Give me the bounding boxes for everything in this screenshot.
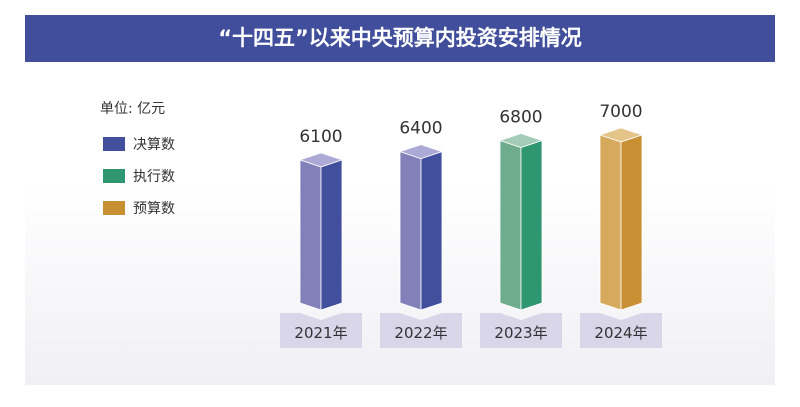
legend-item-final: 决算数 bbox=[103, 134, 175, 154]
bar-right-face bbox=[620, 134, 643, 311]
legend-item-executed: 执行数 bbox=[103, 166, 175, 186]
legend-label: 决算数 bbox=[133, 137, 175, 153]
year-label: 2021年 bbox=[294, 324, 347, 342]
legend-label: 执行数 bbox=[133, 169, 175, 185]
value-label: 7000 bbox=[599, 102, 642, 122]
value-label: 6400 bbox=[399, 119, 442, 139]
chart-title: “十四五”以来中央预算内投资安排情况 bbox=[25, 15, 775, 62]
bar-right-face bbox=[420, 151, 443, 311]
year-label-box bbox=[380, 313, 462, 348]
year-label-box bbox=[580, 313, 662, 348]
value-label: 6100 bbox=[299, 127, 342, 147]
year-label: 2024年 bbox=[594, 324, 647, 342]
bar-left-face bbox=[399, 151, 422, 311]
year-label-box bbox=[280, 313, 362, 348]
bar-right-face bbox=[520, 139, 543, 311]
bar-top-face bbox=[598, 127, 644, 143]
unit-label: 单位: 亿元 bbox=[100, 101, 166, 117]
bar-left-face bbox=[599, 134, 622, 311]
bar-top-face bbox=[498, 133, 544, 148]
bar-top-face bbox=[398, 144, 444, 160]
legend-swatch bbox=[103, 137, 125, 151]
legend-swatch bbox=[103, 201, 125, 215]
bar-right-face bbox=[320, 159, 343, 311]
bar-left-face bbox=[499, 139, 522, 311]
legend-swatch bbox=[103, 169, 125, 183]
bar-top-face bbox=[298, 152, 344, 168]
year-label: 2022年 bbox=[394, 324, 447, 342]
legend-item-budget: 预算数 bbox=[103, 198, 175, 218]
legend-label: 预算数 bbox=[133, 201, 175, 217]
value-label: 6800 bbox=[499, 107, 542, 127]
bar-left-face bbox=[299, 159, 322, 311]
year-label-box bbox=[480, 313, 562, 348]
year-label: 2023年 bbox=[494, 324, 547, 342]
